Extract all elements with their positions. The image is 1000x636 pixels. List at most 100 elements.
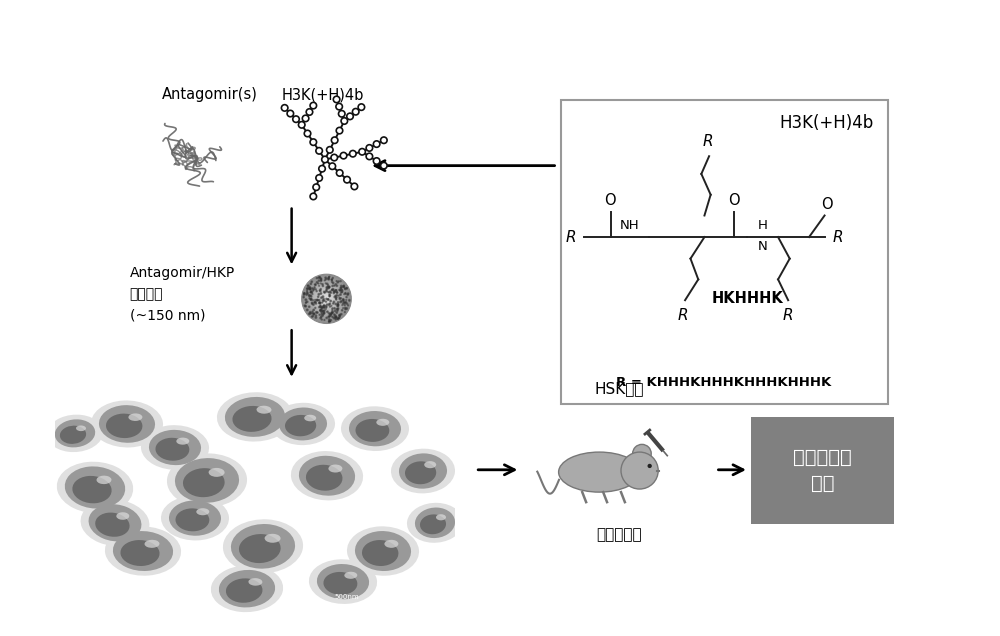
Ellipse shape	[309, 559, 377, 604]
Ellipse shape	[225, 397, 285, 437]
Text: 抗血管增生
活性: 抗血管增生 活性	[793, 448, 852, 494]
Point	[303, 287, 319, 297]
Point	[321, 308, 337, 319]
Point	[309, 277, 325, 287]
Ellipse shape	[60, 425, 86, 444]
Point	[302, 287, 318, 298]
Point	[318, 286, 334, 296]
Point	[308, 297, 324, 307]
Circle shape	[336, 127, 343, 134]
Circle shape	[341, 118, 348, 124]
Point	[332, 289, 348, 300]
Point	[316, 294, 332, 304]
Circle shape	[298, 121, 305, 128]
Point	[301, 301, 317, 312]
Circle shape	[323, 295, 330, 303]
Point	[318, 285, 334, 295]
Circle shape	[317, 289, 336, 308]
Point	[299, 286, 315, 296]
Point	[329, 280, 345, 291]
Point	[322, 286, 338, 296]
Point	[314, 303, 330, 314]
Point	[339, 292, 355, 302]
FancyBboxPatch shape	[751, 417, 894, 523]
Ellipse shape	[116, 512, 129, 520]
Ellipse shape	[376, 418, 389, 426]
Point	[316, 296, 332, 306]
Circle shape	[281, 105, 288, 111]
Point	[328, 285, 344, 295]
Ellipse shape	[559, 452, 640, 492]
Circle shape	[359, 149, 365, 155]
Point	[305, 311, 321, 321]
Point	[300, 288, 316, 298]
Circle shape	[314, 287, 339, 311]
Point	[311, 289, 327, 300]
Point	[306, 308, 322, 319]
Point	[314, 293, 330, 303]
Circle shape	[310, 283, 343, 315]
Point	[302, 307, 318, 317]
Ellipse shape	[248, 578, 262, 586]
Ellipse shape	[304, 415, 316, 421]
Circle shape	[306, 109, 313, 115]
Ellipse shape	[211, 565, 283, 612]
Point	[330, 300, 346, 310]
Point	[318, 294, 334, 304]
Circle shape	[307, 279, 346, 319]
Ellipse shape	[384, 540, 398, 548]
Point	[313, 305, 329, 315]
Point	[303, 294, 319, 304]
Point	[314, 307, 330, 317]
Point	[321, 282, 337, 292]
Point	[314, 298, 330, 308]
Circle shape	[340, 153, 347, 159]
Point	[305, 300, 321, 310]
Point	[324, 308, 340, 318]
Point	[298, 301, 314, 312]
Circle shape	[302, 115, 309, 121]
Point	[312, 285, 328, 295]
Ellipse shape	[299, 456, 355, 495]
Point	[313, 313, 329, 323]
Ellipse shape	[55, 419, 95, 447]
Ellipse shape	[291, 451, 363, 501]
Point	[333, 280, 349, 291]
Circle shape	[320, 293, 333, 305]
Point	[309, 295, 325, 305]
Point	[325, 284, 341, 294]
Ellipse shape	[57, 462, 133, 513]
Point	[327, 287, 343, 297]
Text: H3K(+H)4b: H3K(+H)4b	[779, 114, 874, 132]
Point	[333, 284, 349, 294]
Point	[299, 305, 315, 315]
Point	[312, 298, 328, 308]
Point	[301, 290, 317, 300]
Point	[316, 303, 332, 313]
Point	[322, 301, 338, 312]
Ellipse shape	[355, 531, 411, 571]
Circle shape	[350, 151, 356, 157]
Point	[307, 295, 323, 305]
Point	[324, 312, 340, 322]
Point	[333, 283, 349, 293]
Ellipse shape	[223, 520, 303, 573]
Circle shape	[304, 277, 349, 321]
Point	[330, 314, 346, 324]
Point	[305, 295, 321, 305]
Point	[298, 298, 314, 308]
Point	[326, 313, 342, 323]
Point	[321, 272, 337, 282]
Point	[304, 277, 320, 287]
Point	[328, 312, 344, 322]
Point	[330, 306, 346, 316]
Circle shape	[329, 163, 336, 169]
Text: R: R	[783, 308, 793, 323]
Circle shape	[366, 145, 373, 151]
Ellipse shape	[355, 419, 389, 442]
Point	[322, 291, 338, 301]
Point	[299, 289, 315, 300]
Circle shape	[293, 116, 299, 122]
Text: H: H	[758, 219, 768, 232]
Point	[321, 282, 337, 293]
